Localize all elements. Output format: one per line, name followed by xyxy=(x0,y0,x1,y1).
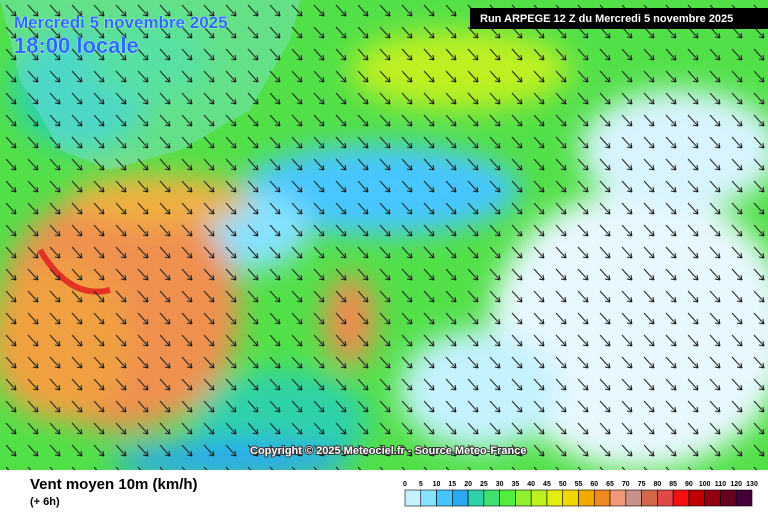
scale-swatch xyxy=(483,489,500,507)
scale-label: 35 xyxy=(512,481,520,488)
scale-label: 70 xyxy=(622,481,630,488)
scale-swatch xyxy=(452,489,469,507)
scale-label: 25 xyxy=(480,481,488,488)
map-date: Mercredi 5 novembre 2025 xyxy=(14,13,228,32)
scale-swatch xyxy=(436,489,453,507)
scale-swatch xyxy=(688,489,705,507)
scale-label: 0 xyxy=(403,481,407,488)
scale-swatch xyxy=(609,489,627,507)
lead-time: (+ 6h) xyxy=(30,496,60,508)
scale-swatch xyxy=(625,489,642,507)
scale-label: 80 xyxy=(653,481,661,488)
map-field xyxy=(0,0,768,480)
scale-swatch xyxy=(404,489,422,507)
scale-label: 60 xyxy=(590,481,598,488)
scale-label: 20 xyxy=(464,481,472,488)
color-scale: 0 5 10 15 20 25 30 35 40 45 50 55 60 65 70 75 80 85 90 100 1… xyxy=(403,481,758,507)
scale-swatch xyxy=(530,489,548,507)
scale-label: 40 xyxy=(527,481,535,488)
scale-label: 15 xyxy=(448,481,456,488)
scale-label: 75 xyxy=(638,481,646,488)
scale-label: 120 xyxy=(730,481,742,488)
scale-swatch xyxy=(420,489,437,507)
scale-swatch xyxy=(546,489,564,507)
scale-label: 90 xyxy=(685,481,693,488)
scale-label: 50 xyxy=(559,481,567,488)
scale-swatch xyxy=(735,489,753,507)
scale-label: 65 xyxy=(606,481,614,488)
copyright: Copyright © 2025 Meteociel.fr - Source M… xyxy=(250,445,526,457)
scale-swatch xyxy=(672,489,690,507)
scale-swatch xyxy=(704,489,721,507)
scale-swatch xyxy=(515,489,532,507)
scale-label: 55 xyxy=(575,481,583,488)
scale-swatch xyxy=(593,489,611,507)
scale-label: 130 xyxy=(746,481,758,488)
scale-swatch xyxy=(467,489,485,507)
scale-label: 100 xyxy=(699,481,711,488)
map-time: 18:00 locale xyxy=(14,33,139,58)
scale-label: 5 xyxy=(419,481,423,488)
run-label: Run ARPEGE 12 Z du Mercredi 5 novembre 2… xyxy=(480,13,733,25)
scale-swatch xyxy=(578,489,595,507)
scale-swatch xyxy=(562,489,579,507)
scale-swatch xyxy=(657,489,674,507)
legend-title: Vent moyen 10m (km/h) xyxy=(30,476,198,493)
scale-swatch xyxy=(499,489,516,507)
scale-label: 110 xyxy=(715,481,726,488)
scale-label: 45 xyxy=(543,481,551,488)
run-banner xyxy=(470,8,768,29)
scale-label: 10 xyxy=(433,481,441,488)
scale-swatch xyxy=(641,489,658,507)
scale-swatch xyxy=(720,489,737,507)
scale-label: 85 xyxy=(669,481,677,488)
scale-label: 30 xyxy=(496,481,504,488)
